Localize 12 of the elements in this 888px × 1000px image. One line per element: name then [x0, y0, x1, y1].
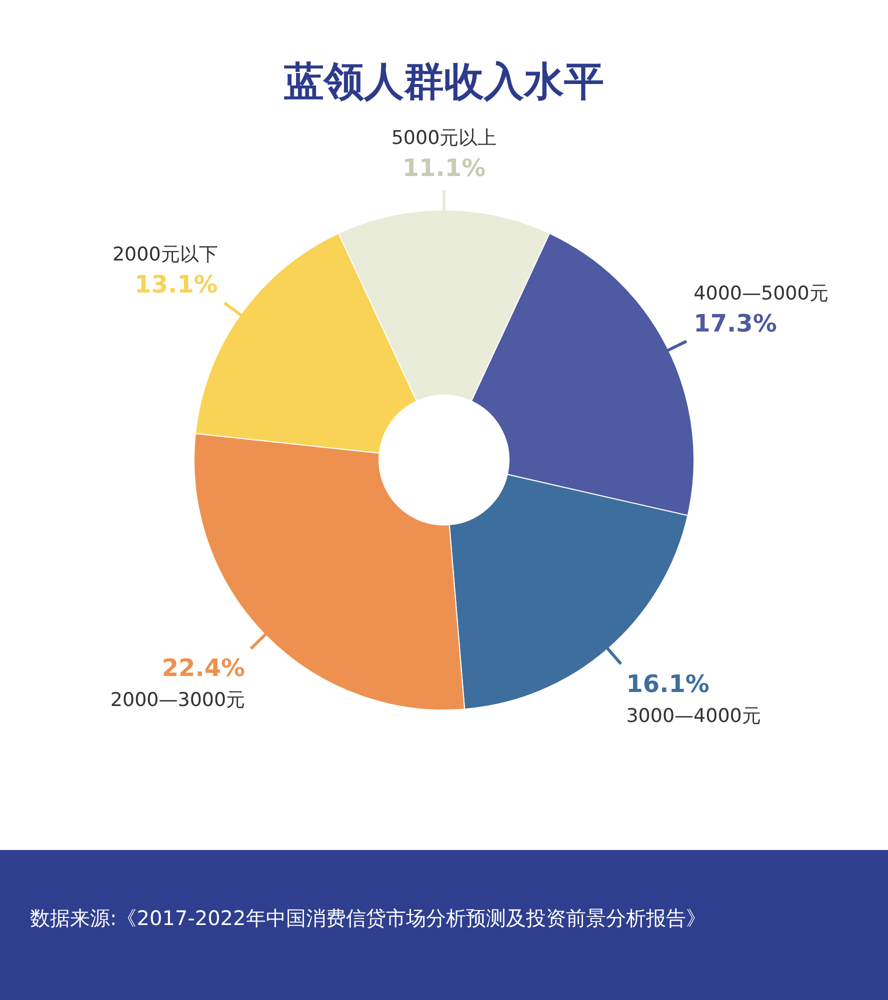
slice-label: 3000—4000元 [626, 704, 761, 727]
data-label: 11.1% [402, 154, 486, 182]
slice-label: 5000元以上 [391, 127, 497, 149]
source-note: 数据来源:《2017-2022年中国消费信贷市场分析预测及投资前景分析报告》 [30, 906, 706, 930]
data-label: 13.1% [134, 270, 218, 298]
chart-title: 蓝领人群收入水平 [284, 59, 604, 105]
data-label: 17.3% [694, 310, 777, 338]
data-label: 16.1% [626, 670, 710, 698]
slice-label: 4000—5000元 [694, 282, 828, 305]
slice-label: 2000元以下 [112, 243, 218, 266]
data-label: 22.4% [162, 654, 246, 682]
slice-label: 2000—3000元 [110, 689, 246, 712]
